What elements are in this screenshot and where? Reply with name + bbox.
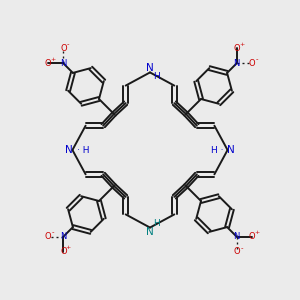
Text: +: + [239,42,244,46]
Text: +: + [254,230,260,235]
Text: -: - [240,245,243,251]
Text: · H: · H [77,146,89,154]
Text: N: N [233,232,240,241]
Text: O: O [233,44,240,53]
Text: N: N [60,232,67,241]
Text: O: O [248,59,255,68]
Text: N: N [146,63,154,74]
Text: H ·: H · [211,146,223,154]
Text: H: H [153,220,160,229]
Text: H: H [153,71,160,80]
Text: -: - [256,56,258,62]
Text: -: - [52,230,54,236]
Text: O: O [45,232,52,241]
Text: N: N [233,59,240,68]
Text: O: O [233,247,240,256]
Text: N: N [60,59,67,68]
Text: O: O [60,247,67,256]
Text: +: + [66,245,71,250]
Text: O: O [45,59,52,68]
Text: O: O [248,232,255,241]
Text: +: + [50,57,56,62]
Text: N: N [65,145,73,155]
Text: N: N [146,226,154,237]
Text: -: - [67,41,70,47]
Text: O: O [60,44,67,53]
Text: N: N [227,145,235,155]
